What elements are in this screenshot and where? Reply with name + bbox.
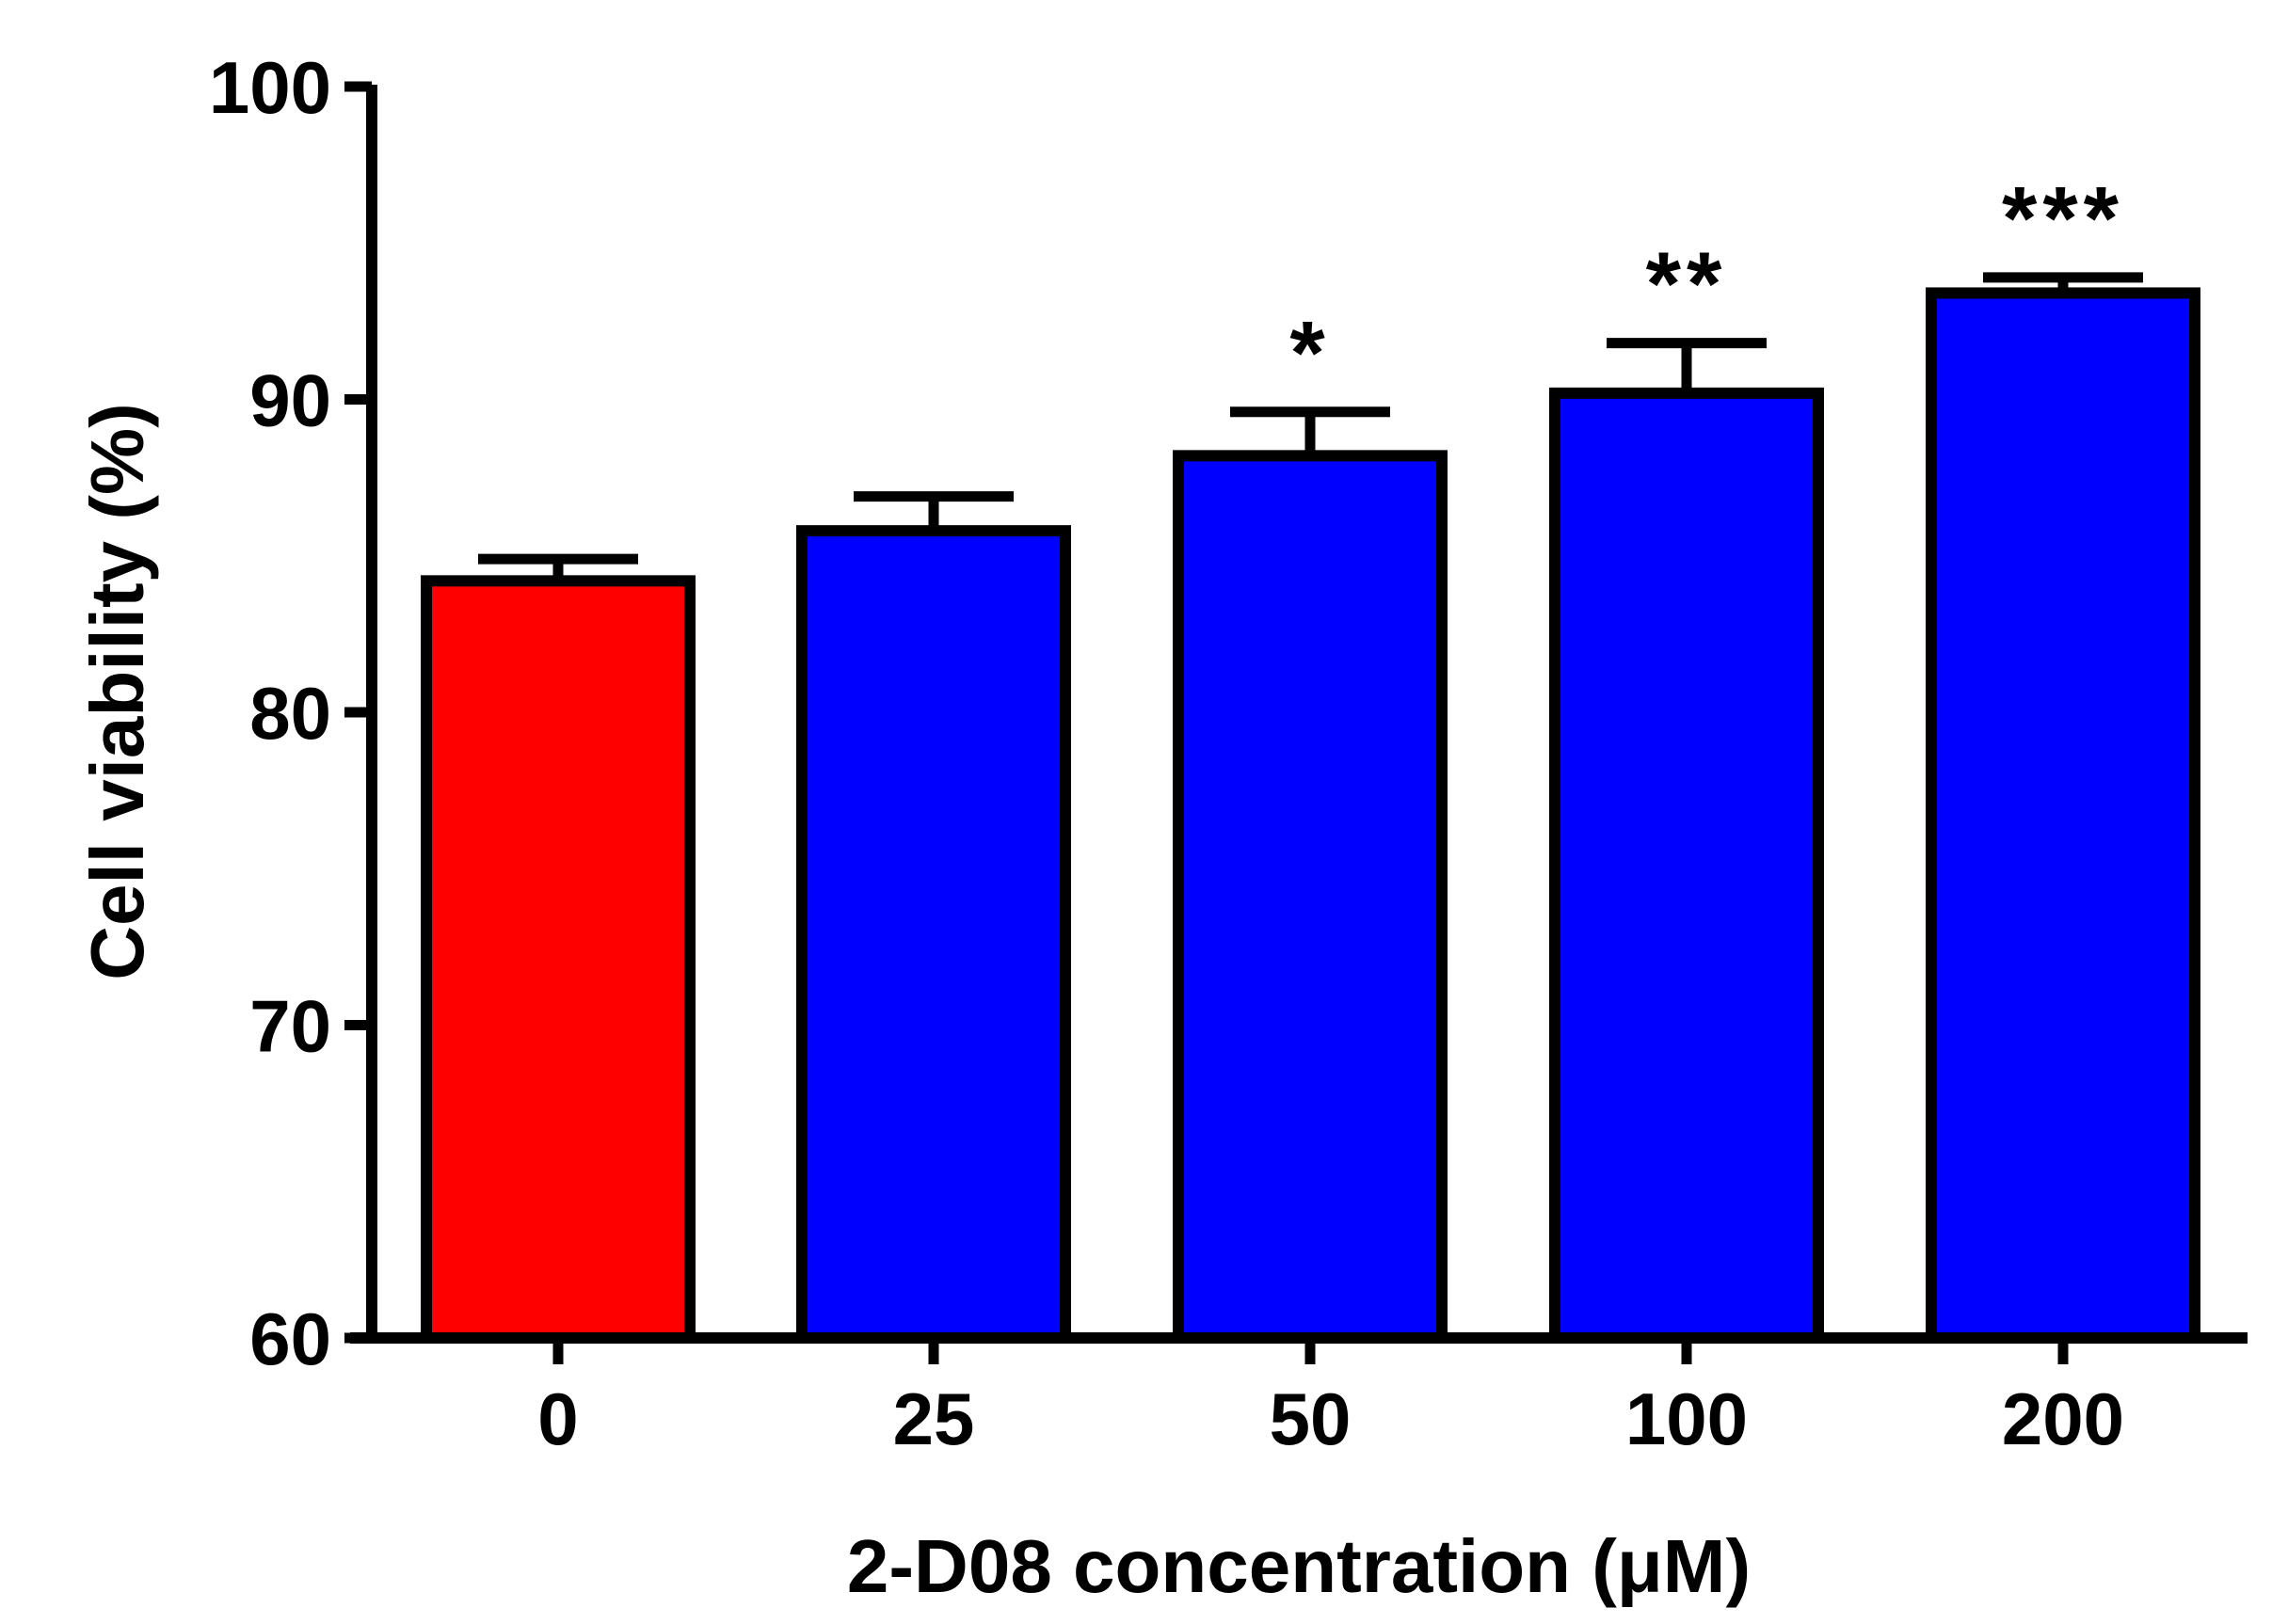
- significance-layer: ******: [1289, 168, 2124, 404]
- bar-25: [796, 525, 1071, 1344]
- y-tick-label: 80: [249, 672, 331, 755]
- significance-label: *: [1289, 303, 1330, 404]
- x-tick-label: 100: [1625, 1377, 1748, 1460]
- significance-label: **: [1646, 234, 1728, 335]
- x-tick-label: 200: [2002, 1377, 2124, 1460]
- y-ticks-layer: 60 70 80 90 100: [209, 46, 372, 1380]
- bar-50: [1173, 450, 1448, 1345]
- y-tick-label: 70: [249, 985, 331, 1068]
- bar-0: [421, 575, 696, 1344]
- y-tick-label: 90: [249, 359, 331, 442]
- bar-200: [1926, 287, 2200, 1345]
- y-tick-label: 100: [209, 46, 331, 129]
- error-bars-layer: [478, 272, 2143, 581]
- x-axis-title: 2-D08 concentration (μM): [847, 1524, 1751, 1608]
- x-tick-label: 50: [1270, 1377, 1352, 1460]
- significance-label: ***: [2002, 168, 2124, 269]
- x-tick-label: 25: [893, 1377, 975, 1460]
- y-tick-label: 60: [249, 1298, 331, 1380]
- bar-100: [1549, 387, 1824, 1345]
- x-tick-label: 0: [537, 1377, 578, 1460]
- y-axis-title: Cell viability (%): [75, 403, 159, 979]
- x-ticks-layer: 0 25 50 100 200: [537, 1338, 2124, 1460]
